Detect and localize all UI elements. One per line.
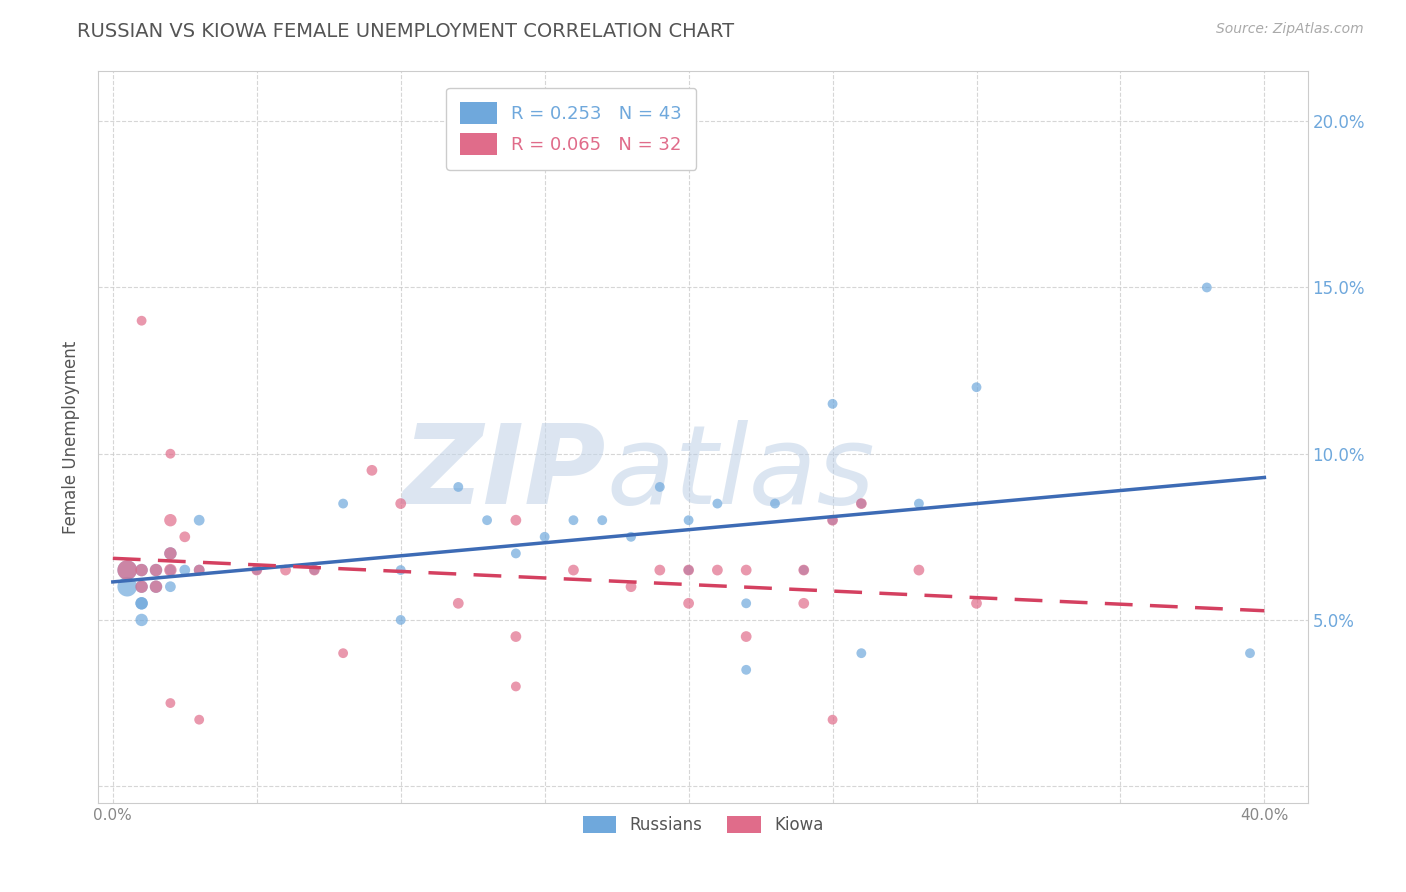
Point [159, 513, 181, 527]
Point [361, 463, 384, 477]
Point [620, 580, 643, 594]
Point [159, 696, 181, 710]
Point [389, 497, 412, 511]
Point [821, 713, 844, 727]
Point [304, 563, 326, 577]
Y-axis label: Female Unemployment: Female Unemployment [62, 341, 80, 533]
Point [188, 563, 211, 577]
Point [648, 563, 671, 577]
Point [447, 480, 470, 494]
Point [735, 663, 758, 677]
Point [145, 580, 167, 594]
Point [821, 397, 844, 411]
Point [159, 447, 181, 461]
Point [159, 546, 181, 560]
Point [763, 497, 786, 511]
Point [648, 480, 671, 494]
Legend: Russians, Kiowa: Russians, Kiowa [575, 807, 831, 842]
Point [562, 563, 585, 577]
Point [908, 497, 931, 511]
Point [533, 530, 555, 544]
Point [131, 314, 153, 328]
Point [505, 546, 527, 560]
Point [115, 580, 138, 594]
Text: Source: ZipAtlas.com: Source: ZipAtlas.com [1216, 22, 1364, 37]
Point [821, 513, 844, 527]
Point [246, 563, 269, 577]
Point [131, 613, 153, 627]
Point [678, 513, 700, 527]
Point [678, 563, 700, 577]
Point [1239, 646, 1261, 660]
Point [851, 646, 873, 660]
Point [821, 513, 844, 527]
Point [793, 563, 815, 577]
Point [173, 563, 195, 577]
Point [332, 646, 354, 660]
Point [706, 497, 728, 511]
Point [505, 680, 527, 694]
Point [131, 563, 153, 577]
Point [505, 513, 527, 527]
Point [159, 563, 181, 577]
Point [159, 580, 181, 594]
Point [145, 563, 167, 577]
Point [793, 563, 815, 577]
Point [475, 513, 498, 527]
Text: atlas: atlas [606, 420, 875, 527]
Point [620, 530, 643, 544]
Point [246, 563, 269, 577]
Text: RUSSIAN VS KIOWA FEMALE UNEMPLOYMENT CORRELATION CHART: RUSSIAN VS KIOWA FEMALE UNEMPLOYMENT COR… [77, 22, 734, 41]
Point [389, 563, 412, 577]
Point [173, 530, 195, 544]
Point [131, 596, 153, 610]
Point [304, 563, 326, 577]
Point [591, 513, 613, 527]
Point [159, 546, 181, 560]
Point [131, 596, 153, 610]
Point [966, 596, 988, 610]
Point [678, 596, 700, 610]
Point [851, 497, 873, 511]
Point [735, 596, 758, 610]
Point [115, 563, 138, 577]
Text: ZIP: ZIP [402, 420, 606, 527]
Point [131, 563, 153, 577]
Point [159, 563, 181, 577]
Point [115, 563, 138, 577]
Point [188, 513, 211, 527]
Point [735, 563, 758, 577]
Point [678, 563, 700, 577]
Point [505, 630, 527, 644]
Point [447, 596, 470, 610]
Point [908, 563, 931, 577]
Point [389, 613, 412, 627]
Point [145, 580, 167, 594]
Point [274, 563, 297, 577]
Point [131, 580, 153, 594]
Point [735, 630, 758, 644]
Point [332, 497, 354, 511]
Point [706, 563, 728, 577]
Point [966, 380, 988, 394]
Point [793, 596, 815, 610]
Point [188, 563, 211, 577]
Point [1195, 280, 1218, 294]
Point [145, 563, 167, 577]
Point [188, 713, 211, 727]
Point [562, 513, 585, 527]
Point [131, 580, 153, 594]
Point [851, 497, 873, 511]
